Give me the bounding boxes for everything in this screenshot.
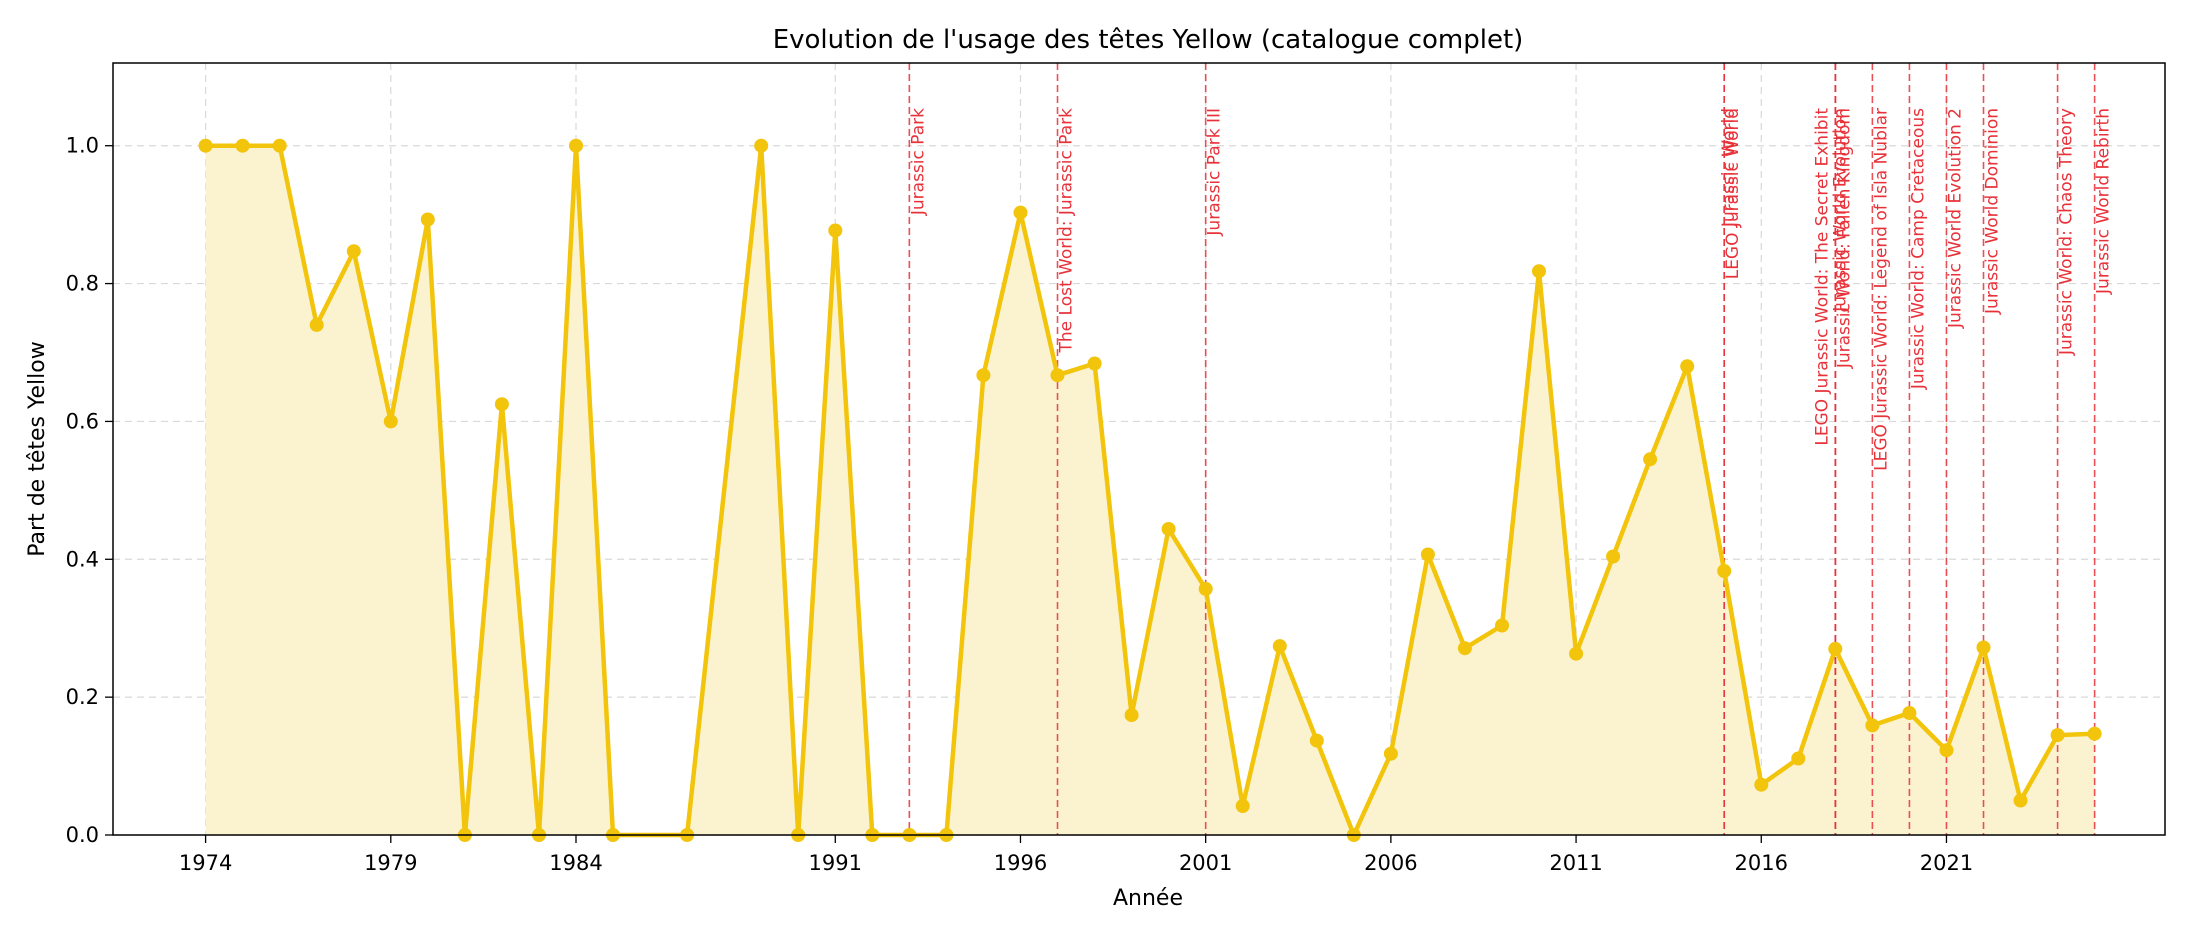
data-point [1457, 641, 1472, 656]
series-line [205, 143, 2095, 838]
x-axis-label: Année [1113, 886, 1183, 911]
event-markers: Jurassic Park The Lost World: Jurassic Pa… [908, 63, 2114, 835]
data-point [2013, 793, 2028, 808]
event-label: Jurassic World [1719, 108, 1739, 228]
data-point [309, 317, 324, 332]
event-label: LEGO Jurassic World: Legend of Isla Nubl… [1871, 108, 1891, 471]
event-label: Jurassic World Evolution 2 [1946, 108, 1966, 329]
data-point [383, 414, 398, 429]
data-point [1754, 777, 1769, 792]
data-point [1939, 743, 1954, 758]
x-axis: 1974 1979 1984 1991 1996 2001 2006 2011 2016 2021 [179, 835, 1973, 875]
x-tick-label: 2021 [1920, 851, 1973, 875]
x-tick-label: 2006 [1364, 851, 1417, 875]
event-label: Jurassic World Rebirth [2094, 108, 2114, 295]
data-point [1643, 452, 1658, 467]
data-point [198, 138, 213, 153]
y-tick-label: 0.4 [66, 547, 99, 571]
data-point [1976, 640, 1991, 655]
y-axis-label: Part de têtes Yellow [25, 341, 50, 556]
event-label: Jurassic World Evolution [1830, 108, 1850, 313]
series-polyline [205, 143, 2095, 838]
event-label: The Lost World: Jurassic Park [1057, 108, 1077, 354]
event-label: LEGO Jurassic World [1723, 108, 1743, 279]
x-tick-label: 1979 [364, 851, 417, 875]
y-tick-label: 0.6 [66, 409, 99, 433]
data-point [1532, 264, 1546, 279]
data-point [1087, 356, 1102, 371]
data-point [1828, 641, 1843, 656]
event-label: LEGO Jurassic World: The Secret Exhibit [1812, 108, 1832, 446]
event-label: Jurassic World: Chaos Theory [2057, 108, 2077, 356]
event-label: Jurassic World: Camp Cretaceous [1908, 108, 1928, 390]
data-point [1235, 799, 1250, 813]
data-point [1309, 733, 1324, 748]
x-tick-label: 2001 [1179, 851, 1232, 875]
data-point [1495, 618, 1509, 633]
y-tick-label: 0.2 [66, 685, 99, 709]
data-point [235, 138, 250, 153]
data-point [346, 244, 361, 259]
x-tick-label: 2016 [1735, 851, 1788, 875]
x-tick-label: 1984 [549, 851, 602, 875]
data-point [1569, 646, 1584, 661]
data-point [2050, 728, 2065, 743]
plot-frame [112, 62, 2166, 836]
area-fill-shape [205, 145, 2095, 835]
data-point [1791, 751, 1806, 766]
data-point [1680, 359, 1695, 374]
data-point [1161, 522, 1176, 536]
x-tick-label: 1991 [809, 851, 862, 875]
data-point [828, 223, 843, 238]
data-point [1124, 708, 1139, 723]
event-label: Jurassic Park [908, 108, 928, 216]
event-label: Jurassic World Dominion [1983, 108, 2003, 315]
data-point [420, 212, 435, 227]
data-point [1606, 549, 1621, 564]
x-tick-label: 1996 [994, 851, 1047, 875]
series-points [198, 138, 2102, 842]
data-point [754, 138, 769, 153]
y-tick-label: 0.0 [66, 823, 99, 847]
data-point [1383, 746, 1398, 761]
data-point [1865, 718, 1880, 733]
y-axis: 0.0 0.2 0.4 0.6 0.8 1.0 [66, 134, 113, 847]
chart-title: Evolution de l'usage des têtes Yellow (c… [773, 25, 1524, 55]
data-point [569, 138, 583, 153]
y-tick-label: 1.0 [66, 134, 99, 158]
data-point [494, 397, 509, 412]
y-tick-label: 0.8 [66, 272, 99, 296]
event-label: Jurassic Park III [1205, 108, 1225, 237]
data-point [976, 368, 991, 383]
data-point [1717, 564, 1732, 578]
data-point [1013, 205, 1028, 220]
data-point [1272, 639, 1287, 654]
data-point [1050, 368, 1065, 383]
x-tick-label: 1974 [179, 851, 232, 875]
data-point [1198, 581, 1213, 596]
data-point [272, 138, 287, 153]
data-point [1420, 547, 1435, 562]
area-fill [205, 145, 2095, 835]
x-tick-label: 2011 [1549, 851, 1602, 875]
data-point [2087, 726, 2102, 741]
data-point [1902, 706, 1917, 720]
event-label: Jurassic World: Fallen Kingdom [1834, 108, 1854, 369]
